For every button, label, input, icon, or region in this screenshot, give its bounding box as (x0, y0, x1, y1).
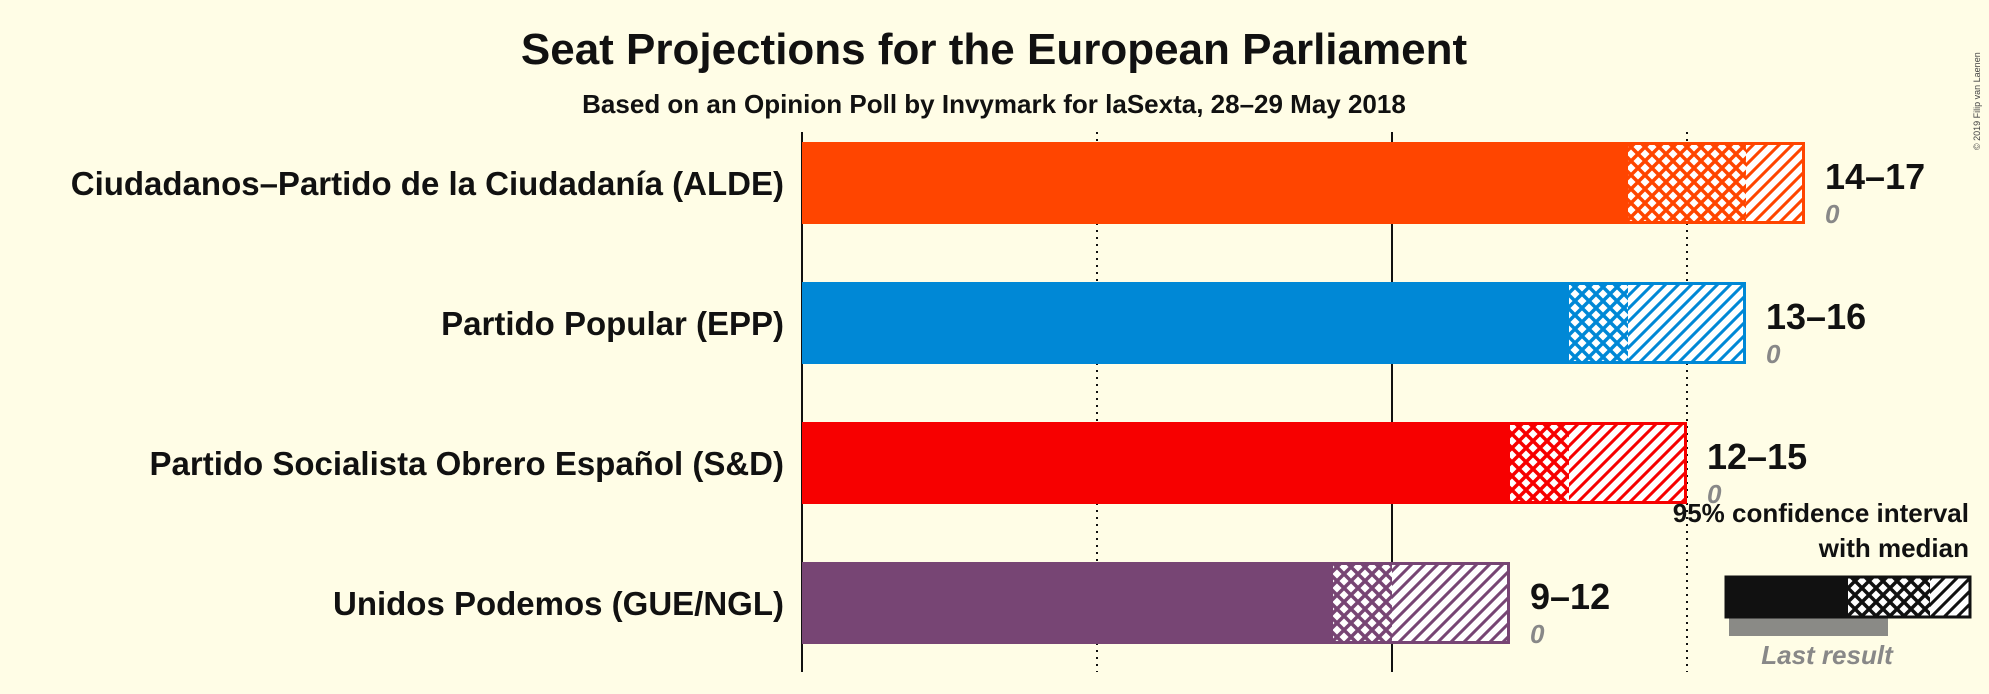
bar-outline (802, 282, 1746, 364)
bar-ci-lower (1510, 422, 1569, 504)
bar-ci-lower (1569, 282, 1628, 364)
copyright-notice: © 2019 Filip van Laenen (1972, 52, 1982, 150)
bar-solid (802, 282, 1569, 364)
legend-solid-swatch (1726, 577, 1848, 617)
chart-subtitle: Based on an Opinion Poll by Invymark for… (582, 89, 1406, 119)
legend-last-result-text: Last result (1761, 640, 1894, 670)
party-row: Ciudadanos–Partido de la Ciudadanía (ALD… (71, 142, 1925, 229)
legend-outline (1724, 575, 1972, 619)
party-label: Ciudadanos–Partido de la Ciudadanía (ALD… (71, 165, 784, 202)
range-label: 14–17 (1825, 156, 1925, 197)
legend-ci-text-line1: 95% confidence interval (1673, 498, 1969, 528)
party-label: Unidos Podemos (GUE/NGL) (333, 585, 784, 622)
range-label: 9–12 (1530, 576, 1610, 617)
last-result-label: 0 (1530, 619, 1545, 649)
bar-ci-upper (1569, 422, 1687, 504)
bar-ci-upper (1746, 142, 1805, 224)
bar-outline (802, 562, 1510, 644)
legend: 95% confidence interval with median Last… (1673, 498, 1972, 670)
bar-ci-lower (1628, 142, 1746, 224)
bar-ci-upper (1392, 562, 1510, 644)
legend-last-result-bar (1729, 616, 1888, 636)
legend-diagonal-swatch (1930, 577, 1970, 617)
bar-solid (802, 422, 1510, 504)
party-label: Partido Popular (EPP) (441, 305, 784, 342)
last-result-label: 0 (1766, 339, 1781, 369)
bar-outline (802, 142, 1805, 224)
bar-solid (802, 142, 1628, 224)
chart-title: Seat Projections for the European Parlia… (521, 25, 1468, 74)
legend-crosshatch-swatch (1848, 577, 1930, 617)
range-label: 12–15 (1707, 436, 1807, 477)
bar-outline (802, 422, 1687, 504)
bar-solid (802, 562, 1333, 644)
party-label: Partido Socialista Obrero Español (S&D) (150, 445, 784, 482)
last-result-label: 0 (1707, 479, 1722, 509)
legend-ci-text-line2: with median (1818, 533, 1969, 563)
range-label: 13–16 (1766, 296, 1866, 337)
bar-ci-upper (1628, 282, 1746, 364)
bar-ci-lower (1333, 562, 1392, 644)
bars-group: Ciudadanos–Partido de la Ciudadanía (ALD… (71, 142, 1925, 649)
party-row: Partido Socialista Obrero Español (S&D) 1… (150, 422, 1807, 509)
party-row: Unidos Podemos (GUE/NGL) 9–120 (333, 562, 1610, 649)
party-row: Partido Popular (EPP) 13–160 (441, 282, 1866, 369)
last-result-label: 0 (1825, 199, 1840, 229)
